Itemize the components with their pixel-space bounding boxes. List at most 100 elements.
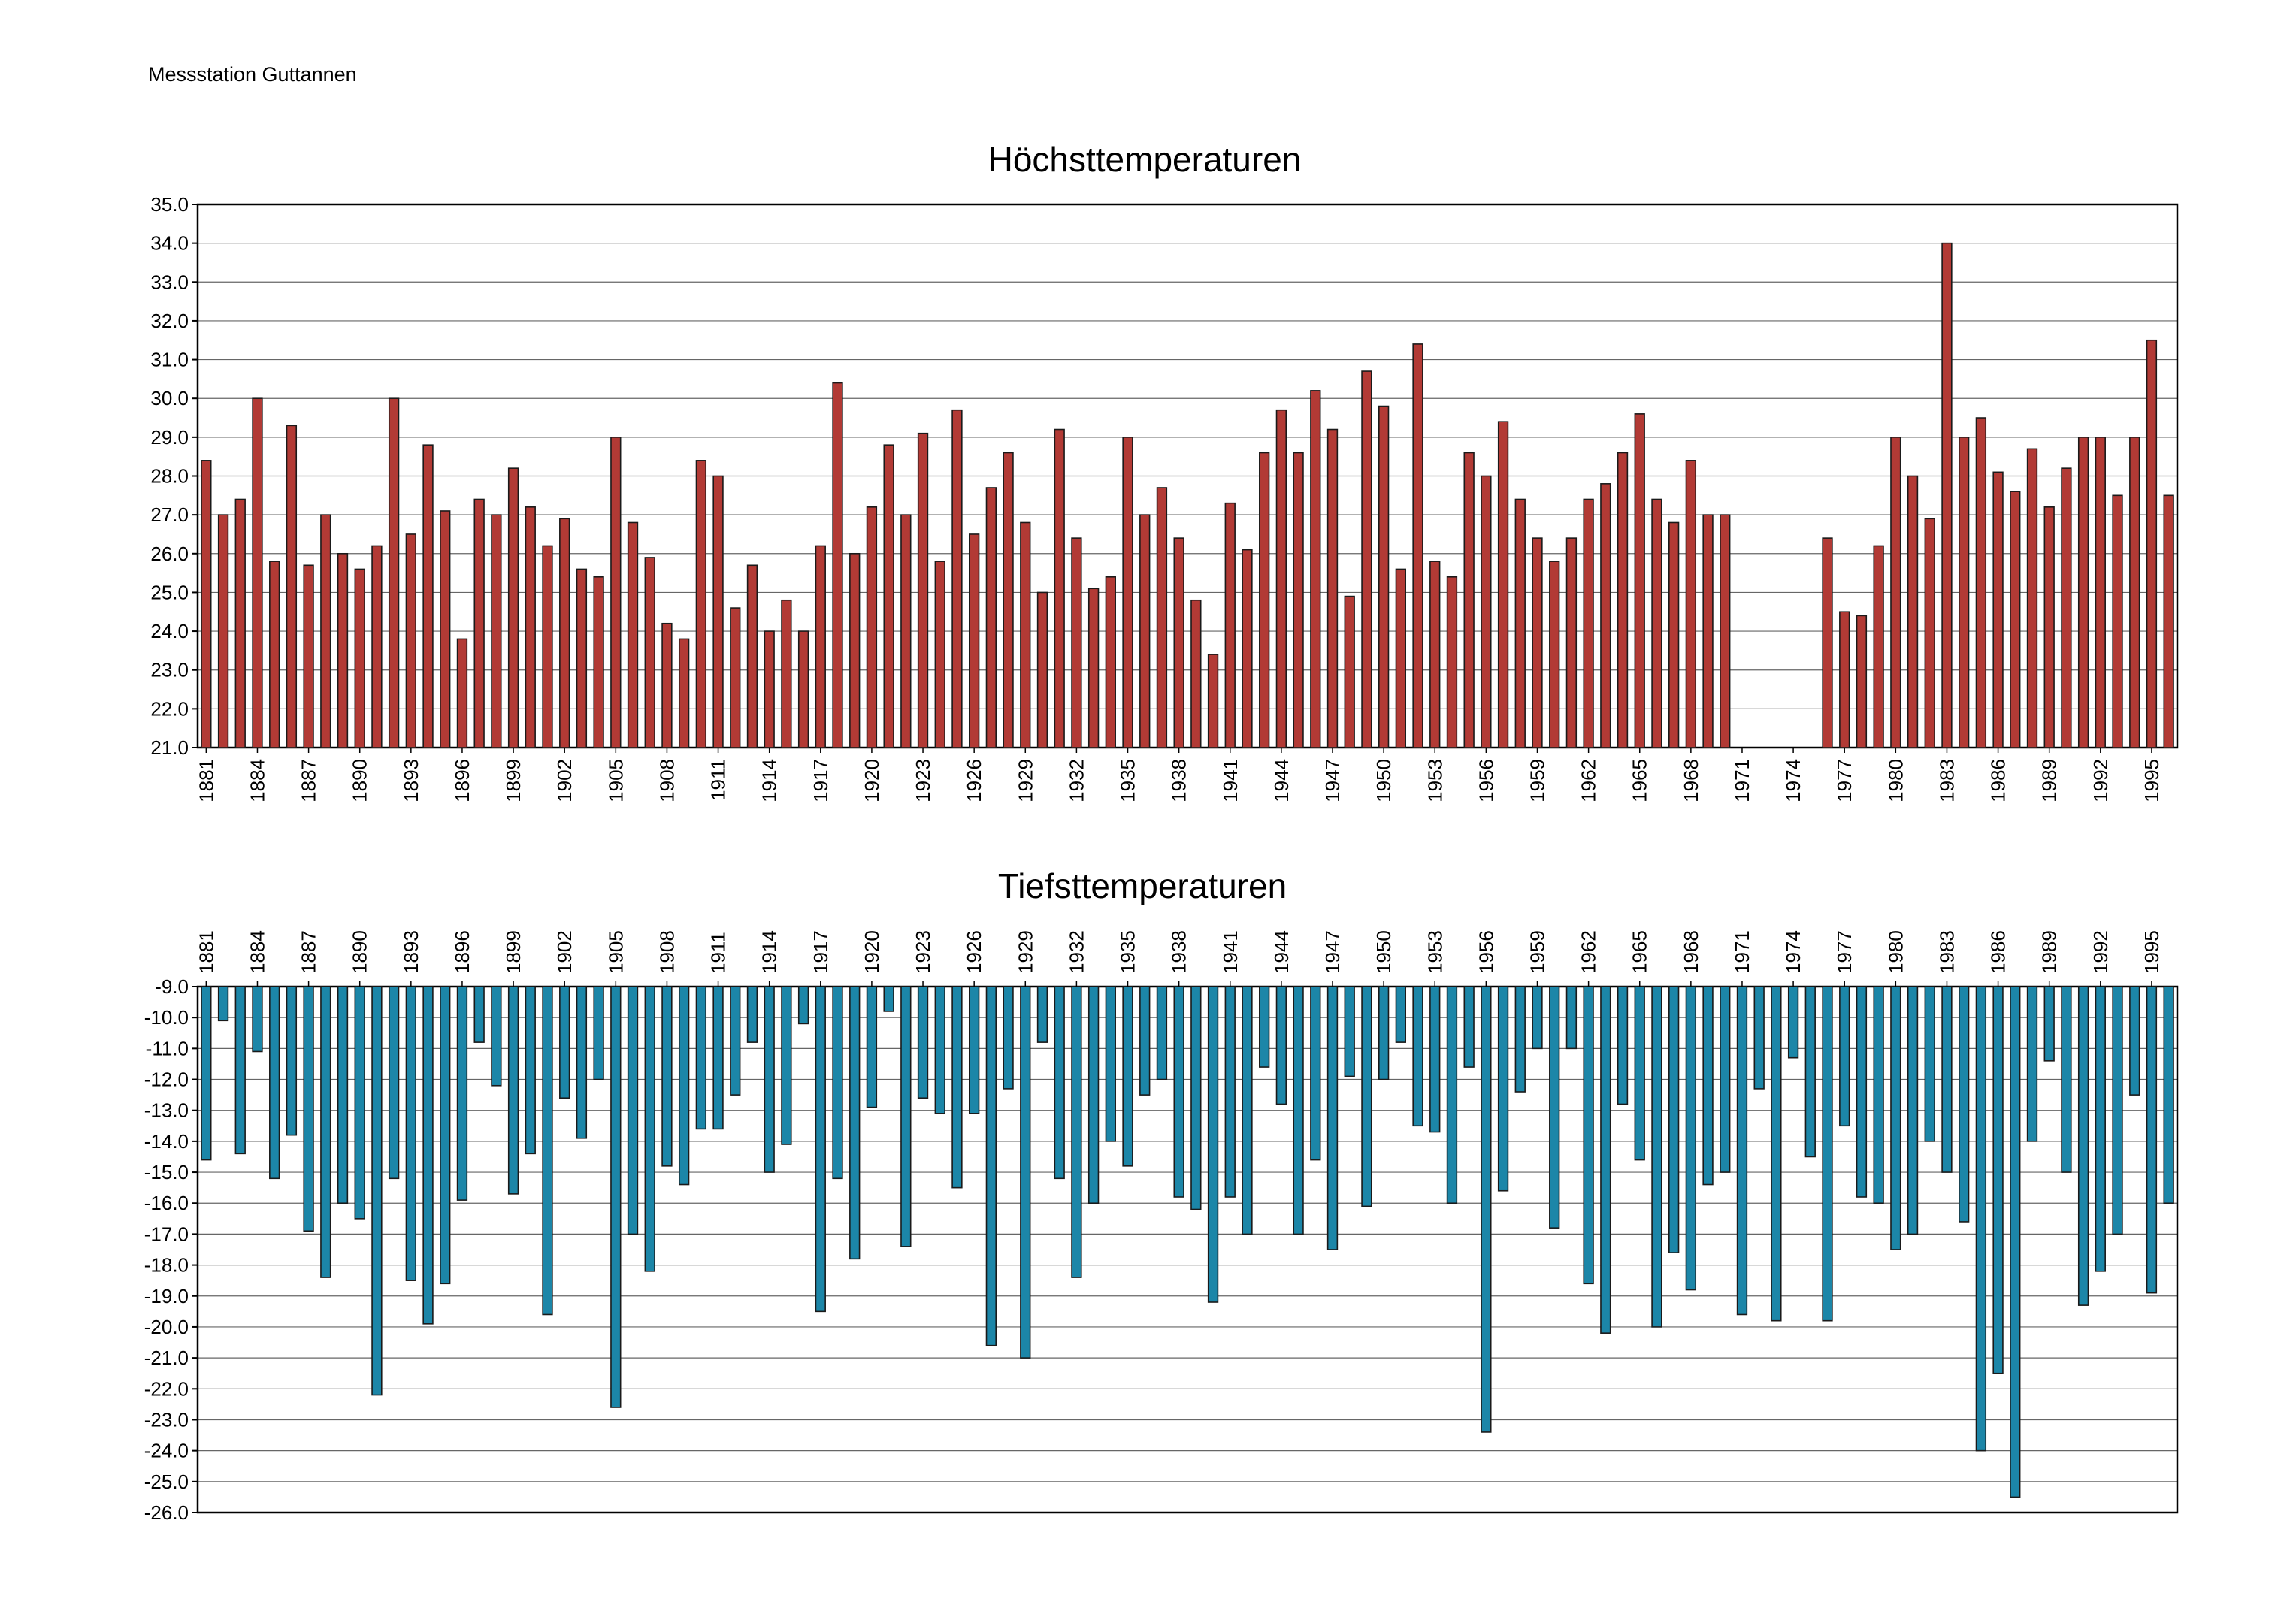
max-bar-1941 (1224, 502, 1236, 748)
min-bar-1982 (1924, 986, 1935, 1142)
max-bar-1930 (1036, 591, 1048, 748)
min-y-tick-label: -26.0 (144, 1501, 189, 1524)
max-x-tick-label: 1896 (451, 759, 473, 802)
max-bar-1916 (797, 630, 809, 748)
min-bar-1962 (1583, 986, 1594, 1285)
max-bar-1969 (1702, 514, 1714, 748)
min-y-tick-label: -13.0 (144, 1099, 189, 1122)
max-bar-1959 (1532, 537, 1543, 748)
min-bar-1931 (1054, 986, 1065, 1180)
min-bar-1929 (1020, 986, 1031, 1359)
max-bar-1976 (1822, 537, 1833, 748)
max-x-tick-label: 1965 (1629, 759, 1651, 802)
max-y-tick-label: 34.0 (150, 232, 189, 255)
min-bar-1950 (1378, 986, 1390, 1080)
max-y-tick-label: 27.0 (150, 503, 189, 526)
min-bar-1887 (303, 986, 314, 1232)
min-x-tick-label: 1965 (1629, 930, 1651, 974)
max-x-tick-label: 1995 (2140, 759, 2163, 802)
min-x-tick-label: 1935 (1117, 930, 1139, 974)
max-bar-1909 (678, 638, 690, 748)
max-y-tick-label: 32.0 (150, 310, 189, 332)
min-bar-1971 (1736, 986, 1748, 1316)
max-bar-1934 (1105, 576, 1116, 748)
max-bar-1908 (661, 622, 673, 748)
max-bar-1928 (1003, 452, 1014, 748)
max-x-tick-label: 1974 (1782, 759, 1804, 802)
min-bar-1949 (1361, 986, 1372, 1207)
max-bar-1994 (2129, 437, 2140, 748)
max-y-tick-label: 21.0 (150, 736, 189, 759)
min-bar-1940 (1207, 986, 1219, 1303)
max-bar-1915 (781, 599, 792, 748)
max-x-tick-label: 1887 (298, 759, 320, 802)
min-bar-1975 (1804, 986, 1816, 1158)
min-bar-1944 (1275, 986, 1287, 1105)
min-y-tick-label: -14.0 (144, 1130, 189, 1153)
max-bar-1931 (1054, 428, 1065, 748)
min-bar-1898 (491, 986, 502, 1087)
max-x-tick-label: 1902 (553, 759, 576, 802)
max-x-tick-label: 1986 (1987, 759, 2010, 802)
min-bar-1902 (559, 986, 570, 1099)
min-bar-1956 (1481, 986, 1492, 1433)
min-bar-1959 (1532, 986, 1543, 1050)
min-bar-1990 (2061, 986, 2072, 1173)
max-bar-1932 (1071, 537, 1082, 748)
min-bar-1923 (917, 986, 929, 1099)
min-y-tick-label: -22.0 (144, 1377, 189, 1400)
max-bar-1888 (320, 514, 331, 748)
max-bar-1951 (1395, 568, 1406, 748)
max-bar-1988 (2026, 448, 2038, 748)
min-bar-1884 (252, 986, 263, 1053)
max-bar-1898 (491, 514, 502, 748)
min-bar-1928 (1003, 986, 1014, 1090)
min-y-tick-label: -9.0 (155, 975, 189, 998)
min-bar-1907 (644, 986, 655, 1272)
max-bar-1953 (1429, 561, 1441, 748)
min-bar-1963 (1600, 986, 1611, 1334)
min-y-tick-label: -21.0 (144, 1346, 189, 1369)
min-temperature-chart: Tiefsttemperaturen -9.0 -10.0 -11.0 -12.0 -1… (144, 866, 2179, 1524)
min-bar-1888 (320, 986, 331, 1278)
max-y-tick-label: 22.0 (150, 697, 189, 720)
min-bar-1961 (1565, 986, 1578, 1050)
max-y-tick-label: 26.0 (150, 543, 189, 565)
max-bar-1903 (576, 568, 588, 748)
min-bar-1965 (1634, 986, 1645, 1161)
max-bar-1983 (1941, 242, 1953, 748)
min-y-tick-label: -17.0 (144, 1223, 189, 1245)
max-bar-1923 (917, 432, 929, 748)
max-bar-1986 (1992, 471, 2004, 748)
min-bar-1989 (2043, 986, 2055, 1062)
max-y-tick-label: 28.0 (150, 465, 189, 488)
max-bar-1936 (1139, 514, 1151, 748)
min-x-tick-label: 1884 (246, 930, 268, 974)
max-bar-1966 (1651, 498, 1662, 748)
min-bar-1987 (2010, 986, 2021, 1498)
min-bar-1988 (2026, 986, 2038, 1142)
max-bar-1935 (1122, 437, 1133, 748)
min-bar-1979 (1873, 986, 1884, 1204)
max-x-tick-label: 1962 (1578, 759, 1600, 802)
min-bar-1994 (2129, 986, 2140, 1096)
max-x-tick-label: 1914 (758, 759, 781, 802)
max-bar-1950 (1378, 405, 1390, 748)
max-bar-1965 (1634, 413, 1645, 748)
max-bar-1887 (303, 564, 314, 748)
max-y-tick-label: 25.0 (150, 581, 189, 603)
max-x-tick-label: 1938 (1168, 759, 1190, 802)
max-x-tick-label: 1929 (1014, 759, 1036, 802)
max-bar-1992 (2095, 437, 2106, 748)
min-bar-1952 (1412, 986, 1423, 1127)
min-bar-1920 (866, 986, 878, 1108)
min-bar-1935 (1122, 986, 1133, 1167)
min-bar-1976 (1822, 986, 1833, 1322)
min-x-tick-label: 1962 (1578, 930, 1600, 974)
max-x-tick-label: 1884 (246, 759, 268, 802)
max-y-tick-label: 29.0 (150, 426, 189, 449)
min-x-tick-label: 1899 (502, 930, 525, 974)
max-x-tick-label: 1881 (195, 759, 217, 802)
min-y-tick-label: -20.0 (144, 1316, 189, 1338)
max-x-tick-label: 1926 (963, 759, 985, 802)
